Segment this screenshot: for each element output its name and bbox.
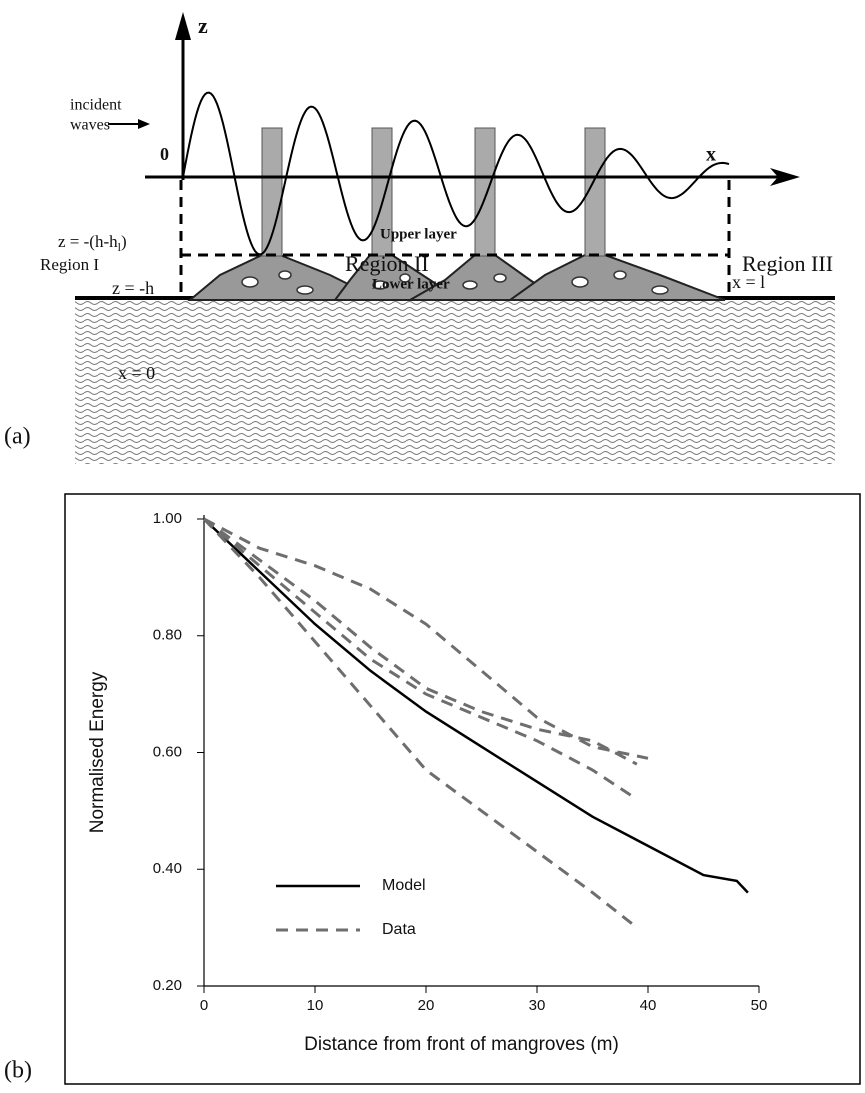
x-tick-label: 30 — [529, 997, 546, 1014]
legend-label: Model — [382, 877, 426, 894]
y-tick-label: 1.00 — [153, 510, 182, 527]
depth-close: ) — [121, 232, 127, 251]
origin-label: 0 — [160, 144, 169, 164]
legend-label: Data — [382, 921, 416, 938]
x-tick-label: 0 — [200, 997, 208, 1014]
data-line — [203, 518, 749, 894]
seabed — [75, 299, 835, 464]
region-label: Region III — [742, 251, 833, 276]
data-line — [202, 517, 649, 929]
y-tick-label: 0.20 — [153, 977, 182, 994]
chart: 0.20 0.40 0.60 0.80 1.00 0 10 20 30 40 50 Distance … — [87, 510, 767, 1055]
x-axis-label: Distance from front of mangroves (m) — [304, 1034, 619, 1055]
x-arrow — [770, 168, 800, 186]
panel-label: (a) — [4, 424, 31, 450]
upper-layer-label: Upper layer — [380, 226, 457, 242]
y-axis-label: Normalised Energy — [87, 671, 108, 833]
z-label: z — [198, 13, 208, 38]
z-arrow — [175, 12, 191, 40]
depth-main: z = -(h-h — [58, 232, 118, 251]
y-tick-label: 0.60 — [153, 743, 182, 760]
x-end-label: x = l — [732, 272, 765, 292]
z-bottom-label: z = -h — [112, 278, 154, 298]
y-tick-label: 0.80 — [153, 627, 182, 644]
mangrove-roots — [187, 254, 726, 301]
trunks — [261, 127, 606, 257]
wave — [182, 91, 730, 256]
incident-label: waves — [70, 117, 110, 134]
x-zero-label: x = 0 — [118, 363, 155, 383]
x-tick-label: 40 — [640, 997, 657, 1014]
panel-label: (b) — [4, 1058, 32, 1084]
incident-label: incident — [70, 97, 122, 114]
depth-label: z = -(h-hl) — [58, 232, 127, 254]
depth-sub: l — [118, 240, 122, 254]
x-label: x — [706, 144, 716, 166]
incident-arrow-head — [138, 119, 150, 129]
chart-frame — [64, 493, 861, 1085]
lower-layer-label: Lower layer — [372, 276, 450, 292]
region-label: Region II — [345, 251, 429, 276]
diagram: z x 0 incident waves z = -(h-hl) Upper l… — [4, 12, 835, 464]
y-tick-label: 0.40 — [153, 860, 182, 877]
region-label: Region I — [40, 255, 99, 274]
x-tick-label: 20 — [418, 997, 435, 1014]
root-gaps — [241, 270, 669, 295]
region-bounds — [179, 180, 731, 298]
x-tick-label: 50 — [751, 997, 768, 1014]
x-tick-label: 10 — [307, 997, 324, 1014]
